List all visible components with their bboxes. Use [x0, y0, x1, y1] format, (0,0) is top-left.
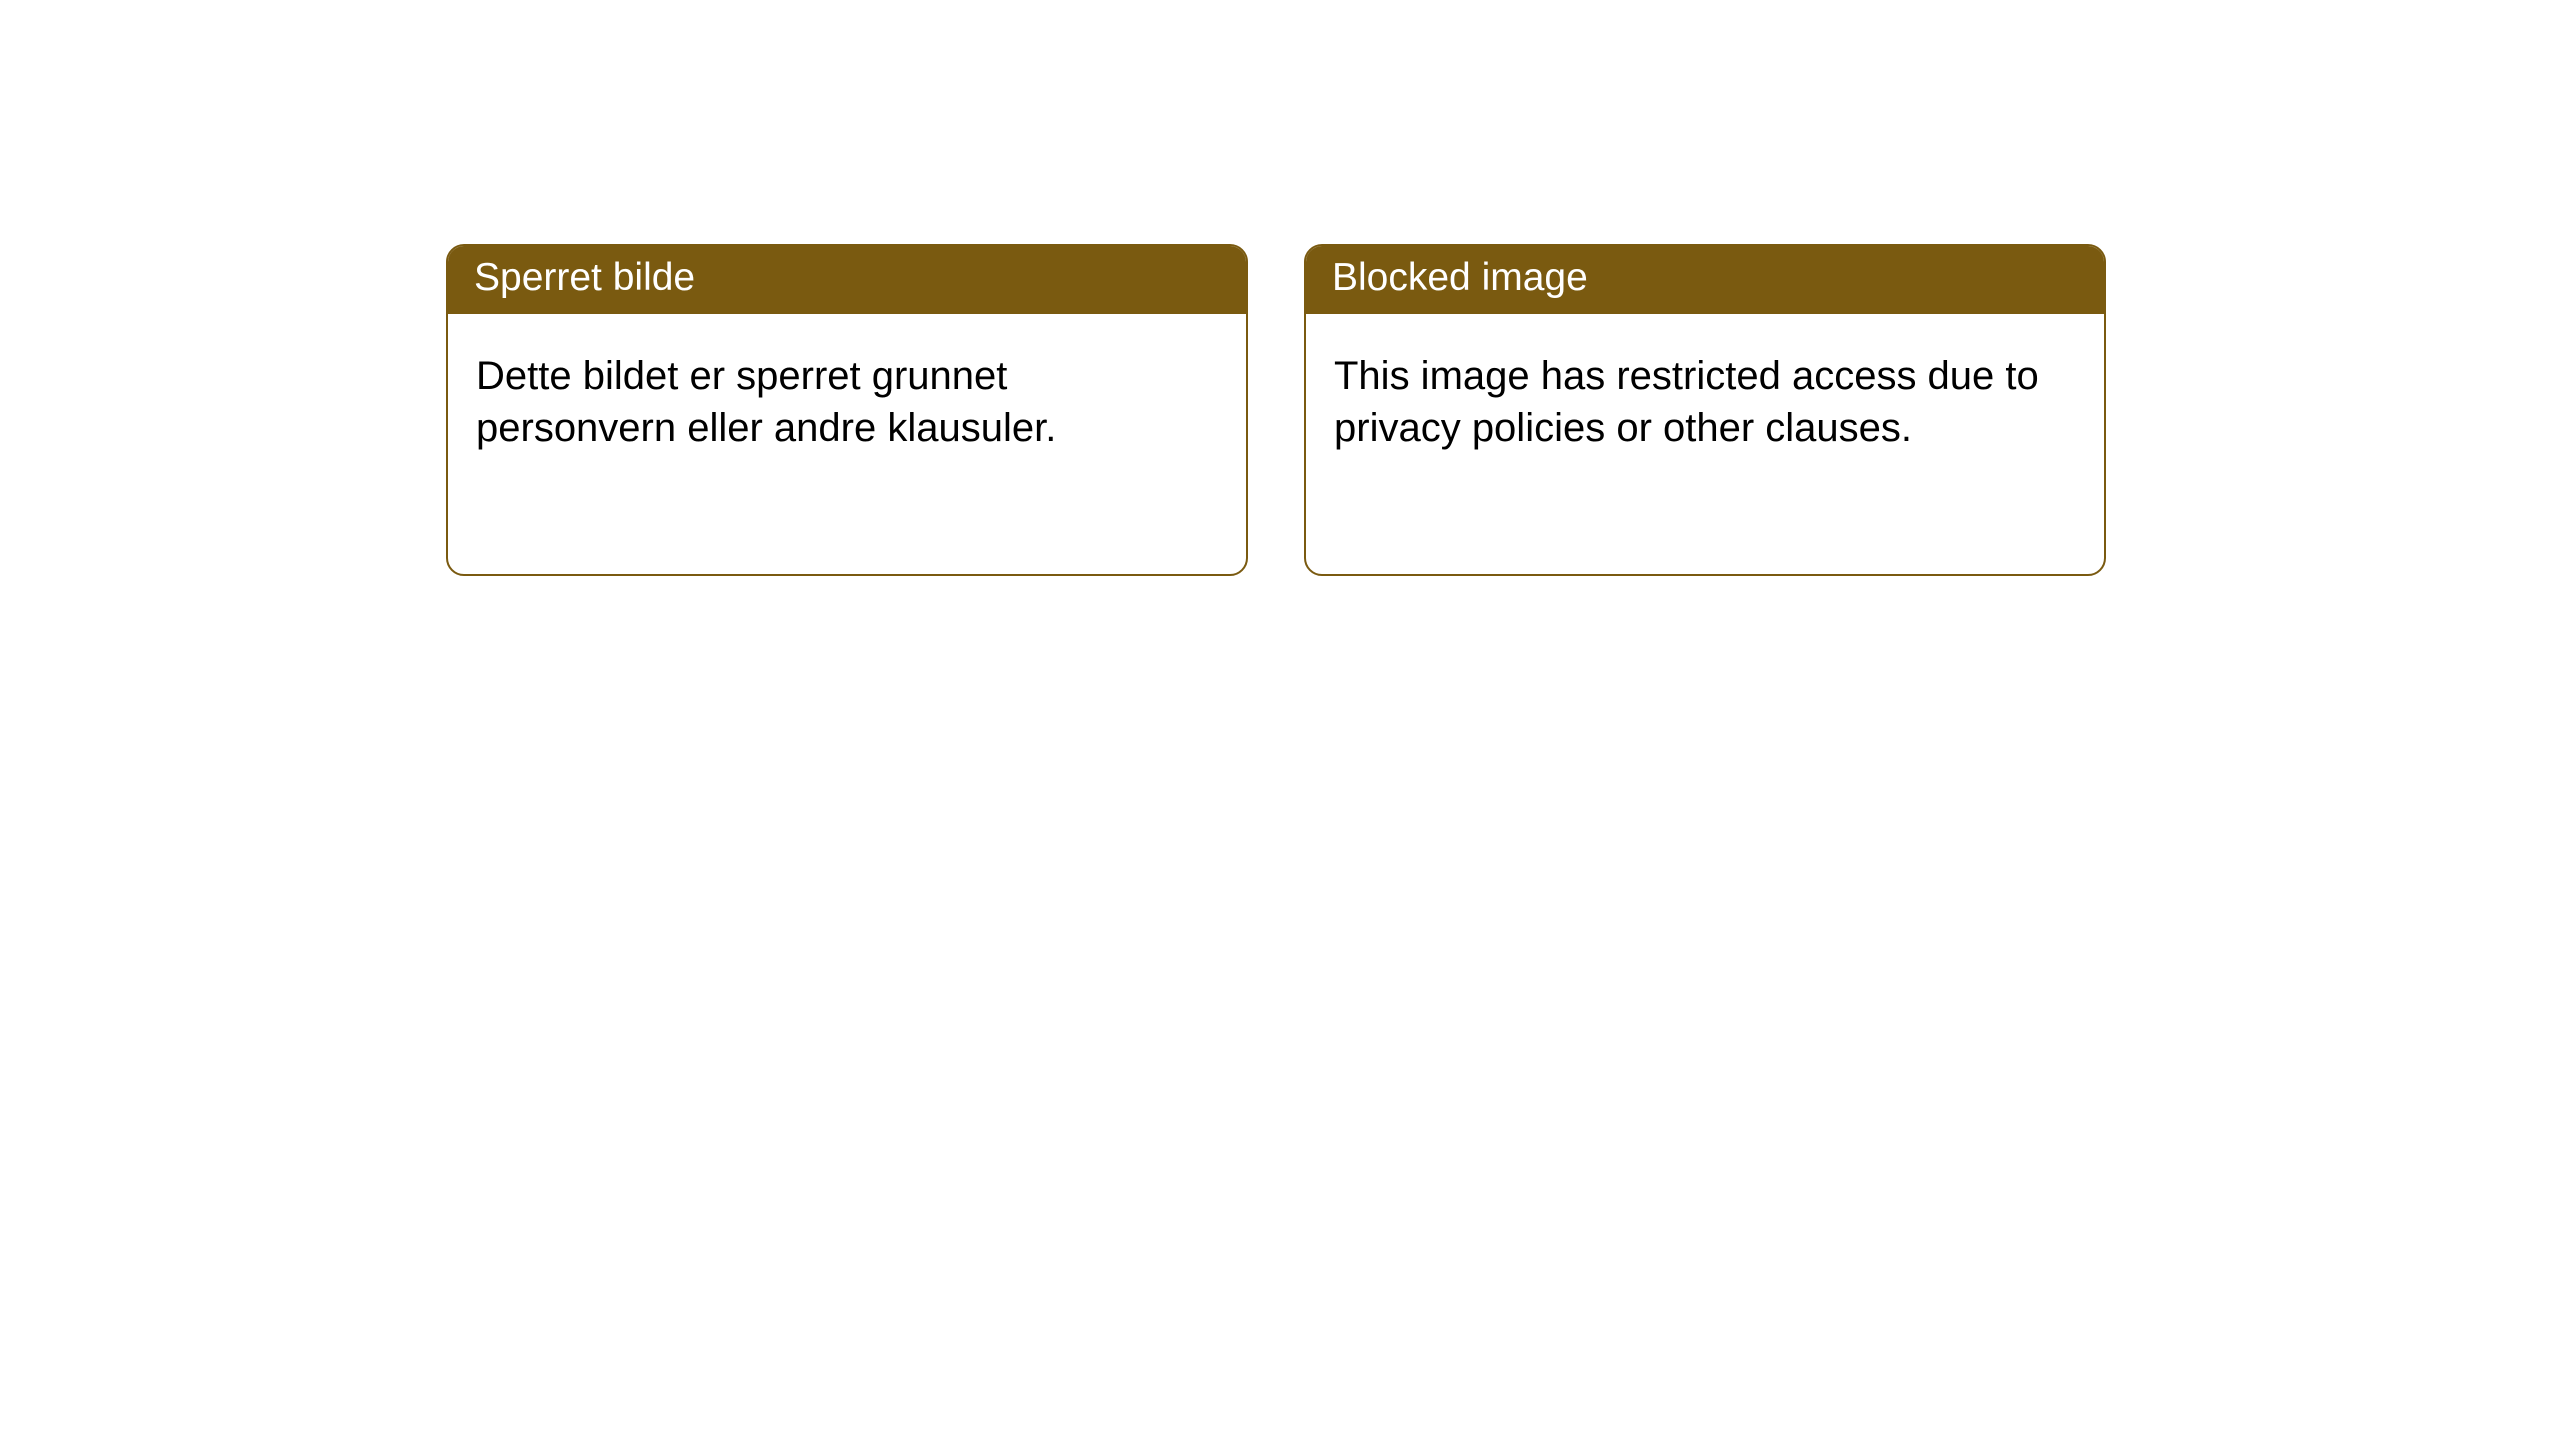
notice-card-norwegian: Sperret bilde Dette bildet er sperret gr…	[446, 244, 1248, 576]
notice-body-text: Dette bildet er sperret grunnet personve…	[476, 354, 1056, 450]
notice-body-text: This image has restricted access due to …	[1334, 354, 2039, 450]
notice-title: Sperret bilde	[474, 256, 695, 299]
notice-header-english: Blocked image	[1306, 246, 2104, 314]
notice-header-norwegian: Sperret bilde	[448, 246, 1246, 314]
notice-body-english: This image has restricted access due to …	[1306, 314, 2104, 482]
notice-title: Blocked image	[1332, 256, 1588, 299]
notice-card-english: Blocked image This image has restricted …	[1304, 244, 2106, 576]
notice-body-norwegian: Dette bildet er sperret grunnet personve…	[448, 314, 1246, 482]
notice-cards-row: Sperret bilde Dette bildet er sperret gr…	[446, 244, 2106, 576]
